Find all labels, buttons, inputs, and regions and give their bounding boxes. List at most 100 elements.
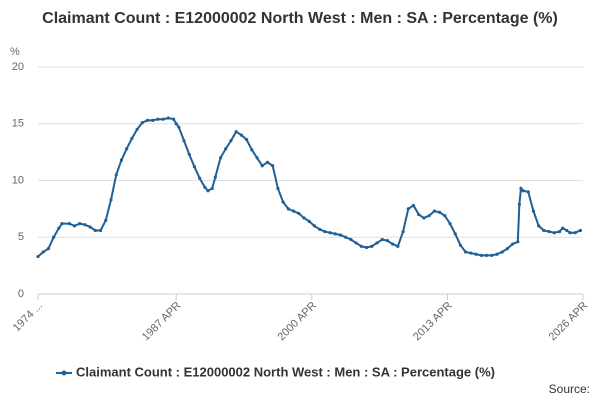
marker: [229, 139, 233, 143]
marker: [458, 243, 463, 247]
marker: [93, 228, 97, 233]
marker: [276, 186, 280, 191]
marker: [490, 253, 494, 258]
source: Source:: [549, 382, 590, 396]
marker: [140, 121, 144, 125]
marker: [52, 235, 56, 239]
marker: [333, 232, 337, 236]
marker: [46, 247, 51, 251]
marker: [552, 231, 556, 235]
marker: [130, 136, 134, 141]
line: [37, 117, 581, 258]
marker: [521, 189, 525, 193]
marker: [417, 212, 421, 217]
marker: [401, 229, 405, 234]
y-tick-label: 15: [12, 118, 24, 130]
marker: [114, 173, 118, 177]
marker: [338, 233, 343, 237]
marker: [57, 226, 61, 230]
marker: [359, 244, 363, 248]
marker: [448, 222, 452, 226]
marker: [328, 231, 332, 235]
marker: [281, 200, 285, 204]
marker: [370, 244, 374, 248]
marker: [323, 229, 327, 234]
y-tick-label: 10: [12, 174, 24, 186]
marker: [526, 190, 530, 194]
marker: [104, 218, 108, 222]
marker: [505, 247, 509, 251]
marker: [519, 186, 523, 191]
marker: [354, 241, 358, 245]
marker: [443, 214, 447, 218]
marker: [78, 222, 82, 226]
marker: [474, 252, 478, 256]
y-tick-label: 20: [12, 61, 24, 73]
marker: [125, 147, 129, 151]
marker: [250, 148, 254, 152]
marker: [109, 198, 113, 202]
x-tick-label: 1987 APR: [140, 300, 184, 344]
marker: [67, 222, 71, 226]
marker: [380, 237, 384, 242]
marker: [469, 251, 473, 255]
marker: [318, 227, 322, 231]
marker: [239, 133, 243, 137]
legend-marker: [61, 370, 67, 376]
marker: [349, 237, 353, 242]
marker: [344, 235, 348, 239]
marker: [302, 216, 306, 220]
marker: [297, 211, 301, 216]
marker: [98, 228, 103, 233]
marker: [427, 214, 431, 218]
marker: [391, 242, 395, 246]
marker: [72, 224, 77, 228]
marker: [364, 245, 369, 250]
marker: [213, 175, 217, 179]
marker: [83, 223, 87, 227]
marker: [171, 117, 176, 121]
marker: [510, 242, 515, 246]
marker: [192, 165, 197, 169]
marker: [206, 189, 210, 193]
marker: [234, 130, 238, 134]
marker: [265, 160, 270, 164]
x-tick-label: 2013 APR: [411, 300, 455, 344]
marker: [119, 158, 124, 162]
marker: [406, 207, 410, 211]
marker: [255, 156, 259, 160]
marker: [385, 239, 390, 243]
marker: [151, 118, 155, 122]
marker: [166, 116, 170, 120]
x-tick-label: 2026 APR: [547, 300, 591, 344]
legend-label: Claimant Count : E12000002 North West : …: [76, 364, 495, 379]
marker: [547, 229, 551, 234]
marker: [88, 225, 92, 229]
marker: [453, 232, 457, 236]
x-tick-label: 2000 APR: [275, 300, 319, 344]
x-tick-label: 1974 ...: [11, 300, 45, 334]
marker: [542, 228, 546, 233]
marker: [218, 156, 223, 160]
marker: [411, 203, 416, 208]
marker: [161, 117, 165, 121]
marker: [187, 152, 191, 156]
marker: [177, 125, 181, 129]
marker: [210, 186, 214, 191]
marker: [437, 210, 442, 214]
marker: [557, 229, 562, 234]
marker: [422, 216, 426, 220]
marker: [36, 254, 40, 259]
marker: [396, 244, 400, 248]
marker: [464, 250, 468, 254]
marker: [375, 241, 379, 245]
marker: [224, 147, 228, 151]
marker: [578, 228, 582, 233]
marker: [432, 209, 436, 213]
marker: [203, 185, 207, 189]
marker: [479, 253, 483, 258]
marker: [484, 253, 489, 258]
marker: [517, 202, 521, 206]
marker: [307, 219, 311, 223]
